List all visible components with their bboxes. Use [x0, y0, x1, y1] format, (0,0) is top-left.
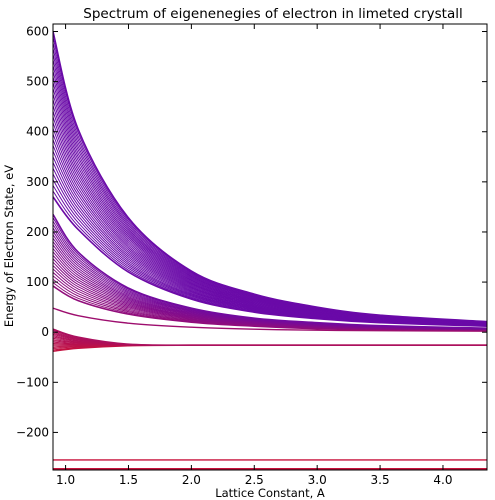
band-3-level-line	[53, 48, 487, 323]
y-tick-label: 500	[26, 75, 49, 89]
y-axis-label: Energy of Electron State, eV	[2, 165, 16, 327]
single-level-line	[53, 307, 487, 332]
x-tick-label: 4.0	[433, 473, 452, 487]
y-tick-label: 100	[26, 275, 49, 289]
y-tick-label: −200	[16, 425, 49, 439]
x-tick-label: 2.5	[245, 473, 264, 487]
plot-lines	[53, 31, 487, 470]
x-tick-label: 2.0	[182, 473, 201, 487]
band-2-level-line	[53, 213, 487, 329]
x-axis-label: Lattice Constant, A	[215, 486, 325, 500]
y-tick-label: 0	[41, 325, 49, 339]
axis-ticks: −200 −100 0 100 200 300 400 500 600 1.0 1.5 2.0 2.5 3…	[16, 24, 487, 487]
y-tick-label: 200	[26, 225, 49, 239]
y-tick-label: 300	[26, 175, 49, 189]
band-3-level-line	[53, 76, 487, 324]
x-tick-label: 1.0	[56, 473, 75, 487]
x-tick-label: 1.5	[119, 473, 138, 487]
band-3-level-line	[53, 42, 487, 323]
plot-frame	[52, 23, 488, 471]
y-tick-label: 400	[26, 125, 49, 139]
y-tick-label: −100	[16, 375, 49, 389]
band-3-level-line	[53, 31, 487, 323]
x-tick-label: 3.5	[371, 473, 390, 487]
x-tick-label: 3.0	[308, 473, 327, 487]
band-3-level-line	[53, 37, 487, 323]
y-tick-label: 600	[26, 25, 49, 39]
band-1-level-line	[53, 328, 487, 347]
chart-title: Spectrum of eigenenegies of electron in …	[83, 6, 462, 22]
